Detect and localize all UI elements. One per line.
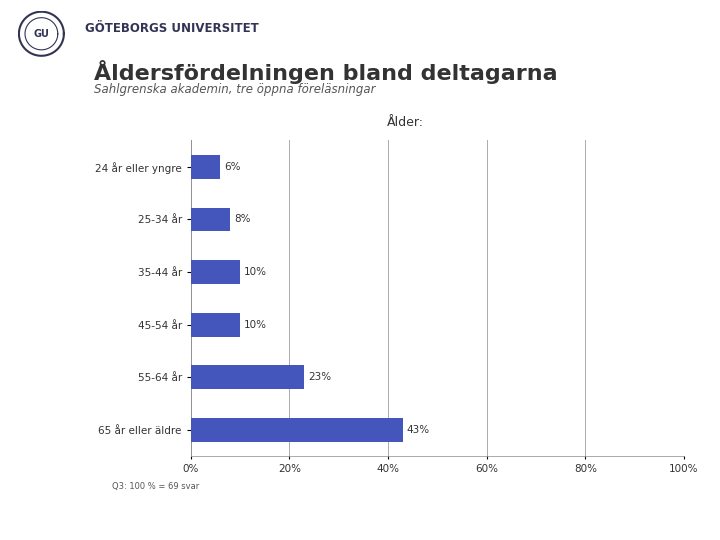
Text: www.gu.se: www.gu.se <box>642 516 698 525</box>
Text: Q3: 100 % = 69 svar: Q3: 100 % = 69 svar <box>112 482 199 491</box>
Text: Ålder:: Ålder: <box>387 116 423 129</box>
Bar <box>191 366 305 389</box>
Text: Åldersfördelningen bland deltagarna: Åldersfördelningen bland deltagarna <box>94 60 557 84</box>
Text: 10%: 10% <box>244 320 267 330</box>
Text: Undersökning genomförd av SKRIVKRAFT och sammanställd i februari 2010.: Undersökning genomförd av SKRIVKRAFT och… <box>75 516 472 525</box>
Text: GU: GU <box>33 29 50 39</box>
Text: 23%: 23% <box>308 372 331 382</box>
Bar <box>191 260 240 284</box>
Bar <box>191 418 403 442</box>
Bar <box>191 313 240 336</box>
Bar <box>191 155 220 179</box>
Text: 6%: 6% <box>225 161 240 172</box>
Text: GÖTEBORGS UNIVERSITET: GÖTEBORGS UNIVERSITET <box>85 22 258 35</box>
Text: 8%: 8% <box>234 214 251 225</box>
Bar <box>191 207 230 231</box>
Text: Sahlgrenska akademin, tre öppna föreläsningar: Sahlgrenska akademin, tre öppna föreläsn… <box>94 83 375 96</box>
Text: 10%: 10% <box>244 267 267 277</box>
Text: 43%: 43% <box>407 425 430 435</box>
